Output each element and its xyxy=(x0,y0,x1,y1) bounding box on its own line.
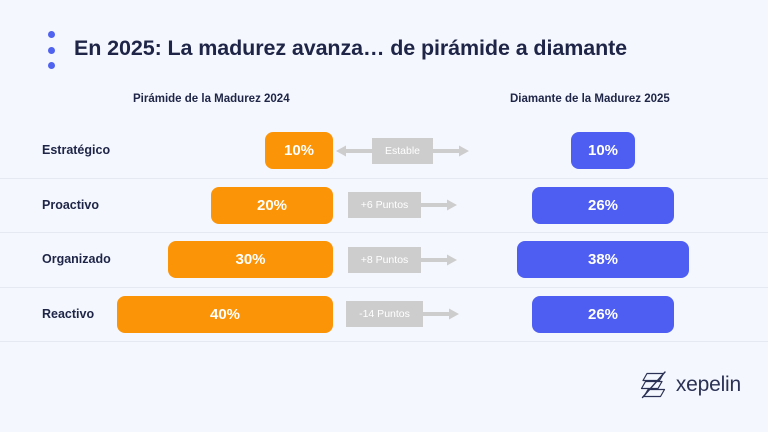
column-headings: Pirámide de la Madurez 2024 Diamante de … xyxy=(0,93,768,111)
bar-2025: 10% xyxy=(571,132,635,170)
bar-2024: 40% xyxy=(117,295,333,333)
delta-label: -14 Puntos xyxy=(346,301,423,328)
delta-zone: -14 Puntos xyxy=(315,288,490,342)
brand-logo: xepelin xyxy=(640,370,741,400)
bar-2024: 30% xyxy=(168,241,333,279)
delta-zone: +6 Puntos xyxy=(315,179,490,233)
bar-zone-right: 26% xyxy=(470,179,736,233)
bar-2025: 38% xyxy=(517,241,689,279)
bar-zone-right: 26% xyxy=(470,288,736,342)
page-header: En 2025: La madurez avanza… de pirámide … xyxy=(0,24,768,72)
arrow-right-icon xyxy=(421,199,458,211)
table-row: Proactivo 20% +6 Puntos 26% xyxy=(0,179,768,233)
three-dots-icon xyxy=(45,31,57,69)
column-heading-right: Diamante de la Madurez 2025 xyxy=(510,93,670,105)
table-row: Estratégico 10% Estable 10% xyxy=(0,124,768,179)
row-label: Proactivo xyxy=(42,197,99,212)
delta-label: +6 Puntos xyxy=(347,192,422,219)
page-title: En 2025: La madurez avanza… de pirámide … xyxy=(74,36,628,60)
delta-label: Estable xyxy=(371,137,434,164)
bar-2025: 26% xyxy=(532,186,674,224)
arrow-right-icon xyxy=(422,308,459,320)
brand-name: xepelin xyxy=(675,373,741,396)
bar-zone-left: 10% xyxy=(0,124,333,178)
bar-zone-left: 20% xyxy=(0,179,333,233)
bar-2024: 20% xyxy=(211,186,333,224)
arrow-right-icon xyxy=(433,145,470,157)
bar-zone-right: 38% xyxy=(470,233,736,287)
delta-label: +8 Puntos xyxy=(347,246,422,273)
bar-2025: 26% xyxy=(532,295,674,333)
delta-zone: Estable xyxy=(315,124,490,178)
bar-zone-right: 10% xyxy=(470,124,736,178)
row-label: Organizado xyxy=(42,252,111,266)
table-row: Organizado 30% +8 Puntos 38% xyxy=(0,233,768,288)
column-heading-left: Pirámide de la Madurez 2024 xyxy=(133,93,290,105)
row-label: Reactivo xyxy=(42,306,95,321)
comparison-rows: Estratégico 10% Estable 10% Proactivo 20… xyxy=(0,124,768,342)
dot-1 xyxy=(47,31,55,38)
delta-zone: +8 Puntos xyxy=(315,233,490,287)
arrow-right-icon xyxy=(421,254,458,266)
row-label: Estratégico xyxy=(42,143,111,157)
bar-zone-left: 40% xyxy=(0,288,333,342)
bar-2024: 10% xyxy=(265,132,333,170)
dot-2 xyxy=(47,46,55,54)
table-row: Reactivo 40% -14 Puntos 26% xyxy=(0,288,768,342)
dot-3 xyxy=(47,62,55,69)
bar-zone-left: 30% xyxy=(0,233,333,287)
arrow-left-icon xyxy=(335,145,372,157)
xepelin-logo-icon xyxy=(640,371,666,399)
